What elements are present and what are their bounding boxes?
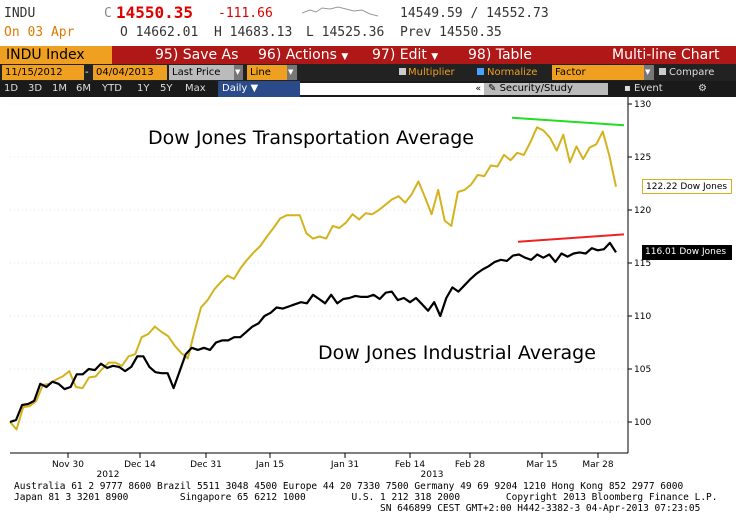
actions-menu[interactable]: 96) Actions ▼ — [258, 47, 349, 63]
options-bar: 11/15/2012 - 04/04/2013 Last Price ▼ Lin… — [0, 64, 736, 81]
y-tick-label: 130 — [634, 100, 651, 110]
y-tick-label: 125 — [634, 153, 651, 163]
footer-session: SN 646899 CEST GMT+2:00 H442-3382-3 04-A… — [380, 503, 701, 514]
transport-value-box: 122.22 Dow Jones — [642, 179, 732, 195]
transport-series-line — [9, 126, 617, 431]
end-date-field[interactable]: 04/04/2013 — [93, 65, 167, 80]
last-prefix: C — [104, 6, 112, 21]
bid-ask: 14549.59 / 14552.73 — [400, 6, 549, 21]
ticker: INDU — [4, 6, 36, 21]
x-tick-label: Nov 30 — [52, 460, 84, 470]
style-select[interactable]: Line — [247, 65, 287, 80]
line-chart: 100 105 110 115 120 125 130 Nov 30 Dec 14 Dec 31 J… — [9, 97, 651, 480]
y-tick-label: 115 — [634, 259, 651, 269]
y-tick-label: 110 — [634, 312, 651, 322]
table-button[interactable]: 98) Table — [468, 47, 532, 63]
open-price: O 14662.01 — [120, 25, 199, 40]
prev-close: Prev 14550.35 — [400, 25, 502, 40]
chart-annotation: Dow Jones Industrial Average — [318, 342, 596, 364]
start-date-field[interactable]: 11/15/2012 — [2, 65, 84, 80]
normalize-label: Normalize — [487, 67, 538, 78]
x-tick-label: Feb 28 — [455, 460, 486, 470]
period-1m[interactable]: 1M — [52, 83, 67, 94]
dropdown-arrow-icon: ▼ — [250, 83, 259, 94]
sparkline-icon — [302, 6, 379, 17]
dropdown-arrow-icon: ▼ — [431, 52, 439, 62]
trend-line — [517, 233, 625, 243]
period-1y[interactable]: 1Y — [137, 83, 150, 94]
compare-label: Compare — [669, 67, 715, 78]
factor-field[interactable]: Factor — [552, 65, 644, 80]
period-bar: 1D 3D 1M 6M YTD 1Y 5Y Max Daily ▼ « ✎ Se… — [0, 81, 736, 97]
industrial-series-line — [9, 241, 617, 424]
chevron-down-icon[interactable]: ▼ — [287, 65, 297, 80]
y-tick-label: 120 — [634, 206, 651, 216]
index-label[interactable]: INDU Index — [0, 46, 112, 64]
event-button[interactable]: ▪ Event — [624, 83, 663, 94]
gear-icon[interactable]: ⚙ — [698, 83, 707, 94]
date-label: On 03 Apr — [4, 25, 75, 40]
period-1d[interactable]: 1D — [4, 83, 19, 94]
multiplier-label: Multiplier — [408, 67, 455, 78]
y-tick-label: 105 — [634, 365, 651, 375]
quote-header: INDU C 14550.35 -111.66 14549.59 / 14552… — [0, 0, 736, 46]
chart-type-label: Multi-line Chart — [612, 47, 720, 63]
period-5y[interactable]: 5Y — [160, 83, 173, 94]
multiplier-checkbox[interactable] — [396, 65, 406, 80]
save-as-button[interactable]: 95) Save As — [155, 47, 239, 63]
chevron-down-icon[interactable]: ▼ — [644, 65, 654, 80]
chart-area: 100 105 110 115 120 125 130 Nov 30 Dec 14 Dec 31 J… — [0, 97, 736, 480]
security-study-button[interactable]: ✎ Security/Study — [484, 83, 608, 95]
trend-line — [511, 116, 625, 127]
x-tick-label: Mar 28 — [582, 460, 614, 470]
footer-contacts-2: Japan 81 3 3201 8900 Singapore 65 6212 1… — [14, 492, 718, 503]
period-max[interactable]: Max — [185, 83, 206, 94]
field-select[interactable]: Last Price — [169, 65, 243, 80]
period-3d[interactable]: 3D — [28, 83, 43, 94]
period-ytd[interactable]: YTD — [102, 83, 122, 94]
x-year-label: 2012 — [97, 470, 120, 480]
industrial-value-box: 116.01 Dow Jones — [642, 244, 732, 260]
period-6m[interactable]: 6M — [76, 83, 91, 94]
chart-annotation: Dow Jones Transportation Average — [148, 127, 474, 149]
normalize-checkbox[interactable] — [474, 65, 484, 80]
x-tick-label: Jan 15 — [255, 460, 284, 470]
function-toolbar: INDU Index 95) Save As 96) Actions ▼ 97)… — [0, 46, 736, 64]
x-tick-label: Dec 31 — [190, 460, 222, 470]
date-separator: - — [85, 67, 89, 78]
high-price: H 14683.13 — [214, 25, 293, 40]
x-tick-label: Jan 31 — [330, 460, 359, 470]
x-tick-label: Feb 14 — [395, 460, 426, 470]
event-icon: ▪ — [624, 83, 631, 94]
y-tick-label: 100 — [634, 418, 651, 428]
edit-menu[interactable]: 97) Edit ▼ — [372, 47, 439, 63]
x-tick-label: Mar 15 — [526, 460, 557, 470]
pencil-icon: ✎ — [488, 83, 497, 94]
plot-background — [10, 97, 628, 453]
dropdown-arrow-icon: ▼ — [341, 52, 349, 62]
price-change: -111.66 — [218, 6, 273, 21]
last-price: 14550.35 — [116, 3, 194, 22]
x-tick-label: Dec 14 — [124, 460, 156, 470]
chevron-down-icon[interactable]: ▼ — [234, 65, 243, 80]
low-price: L 14525.36 — [306, 25, 385, 40]
footer-contacts-1: Australia 61 2 9777 8600 Brazil 5511 304… — [14, 481, 684, 492]
compare-checkbox[interactable] — [656, 65, 666, 80]
x-year-label: 2013 — [421, 470, 444, 480]
footer: Australia 61 2 9777 8600 Brazil 5511 304… — [0, 480, 736, 527]
frequency-select[interactable]: Daily ▼ — [218, 81, 300, 97]
chevron-left-icon[interactable]: « — [300, 83, 484, 95]
